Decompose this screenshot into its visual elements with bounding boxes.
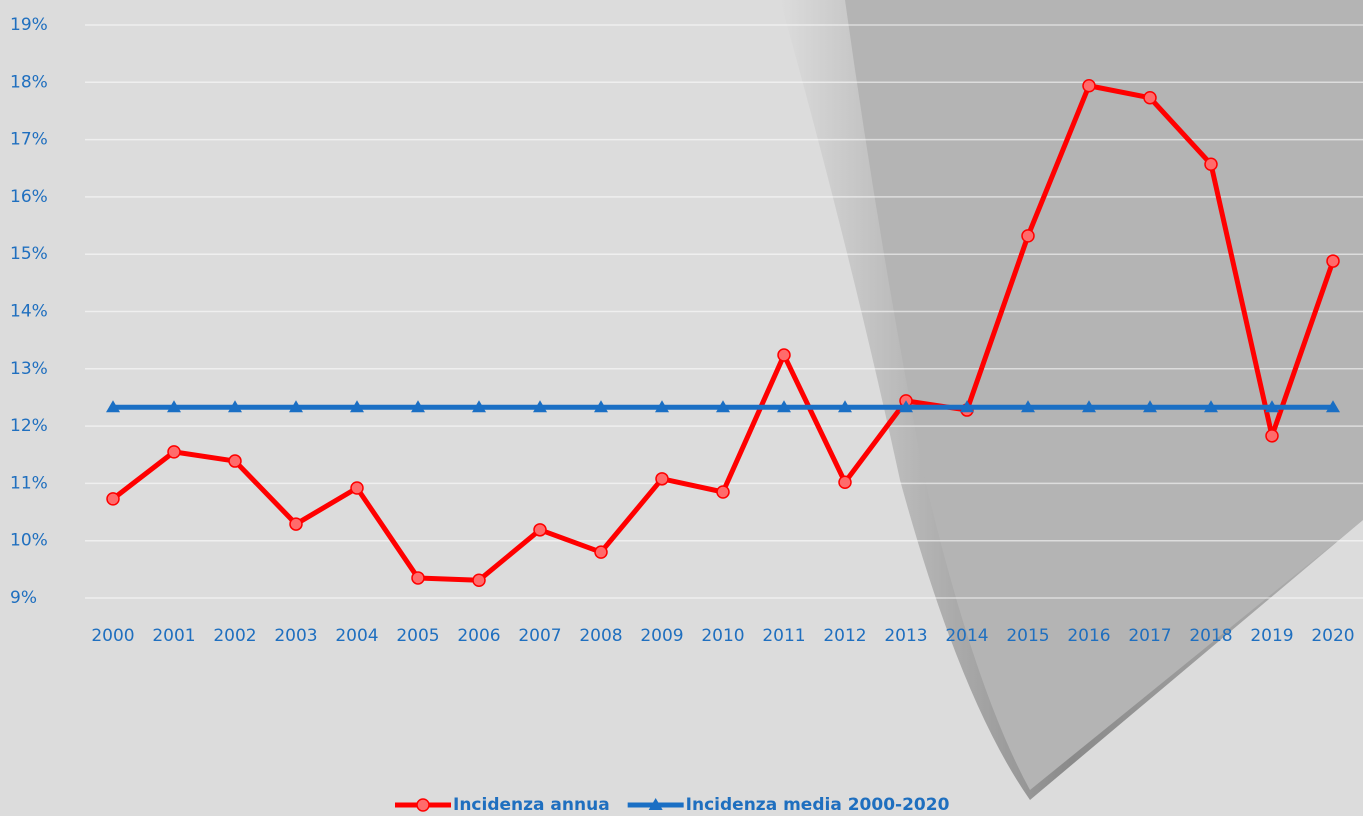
- data-point: [594, 545, 608, 559]
- y-tick-label: 12%: [10, 416, 48, 436]
- data-point: [350, 481, 364, 495]
- data-point: [228, 400, 242, 413]
- x-tick-label: 2016: [1067, 626, 1110, 646]
- x-tick-label: 2019: [1250, 626, 1293, 646]
- data-point: [1143, 91, 1157, 105]
- data-point: [1265, 429, 1279, 443]
- y-tick-label: 10%: [10, 531, 48, 551]
- x-tick-label: 2003: [274, 626, 317, 646]
- data-point: [106, 492, 120, 506]
- data-point: [655, 472, 669, 486]
- x-tick-label: 2014: [945, 626, 988, 646]
- x-tick-label: 2000: [91, 626, 134, 646]
- data-point: [106, 400, 120, 413]
- y-tick-label: 19%: [10, 15, 48, 35]
- data-point: [350, 400, 364, 413]
- data-point: [838, 475, 852, 490]
- data-point: [1265, 400, 1279, 413]
- y-tick-label: 18%: [10, 72, 48, 92]
- data-point: [960, 400, 974, 413]
- data-point: [594, 400, 608, 413]
- data-point: [1021, 400, 1035, 413]
- data-point: [716, 485, 730, 499]
- data-point: [1082, 78, 1096, 93]
- legend-marker: [648, 798, 663, 810]
- data-point: [472, 573, 486, 587]
- y-tick-label: 11%: [10, 473, 48, 493]
- legend-marker: [416, 798, 430, 812]
- data-point: [289, 400, 303, 413]
- y-tick-label: 9%: [10, 588, 37, 608]
- x-tick-label: 2007: [518, 626, 561, 646]
- data-point: [1143, 400, 1157, 413]
- y-tick-label: 14%: [10, 302, 48, 322]
- data-point: [411, 571, 425, 585]
- data-point: [228, 454, 242, 468]
- x-tick-label: 2004: [335, 626, 378, 646]
- data-point: [1326, 254, 1340, 268]
- data-point: [411, 400, 425, 413]
- x-tick-label: 2002: [213, 626, 256, 646]
- data-point: [1326, 400, 1340, 413]
- legend-text: Incidenza annua: [453, 795, 610, 815]
- x-tick-label: 2001: [152, 626, 195, 646]
- data-point: [1204, 157, 1218, 171]
- x-tick-label: 2013: [884, 626, 927, 646]
- data-point: [1082, 400, 1096, 413]
- data-point: [472, 400, 486, 413]
- x-tick-label: 2020: [1311, 626, 1354, 646]
- data-point: [1021, 229, 1035, 243]
- x-tick-label: 2011: [762, 626, 805, 646]
- x-tick-label: 2017: [1128, 626, 1171, 646]
- data-point: [777, 400, 791, 413]
- x-tick-label: 2018: [1189, 626, 1232, 646]
- data-point: [716, 400, 730, 413]
- legend-text: Incidenza media 2000-2020: [686, 795, 950, 815]
- x-tick-label: 2008: [579, 626, 622, 646]
- data-point: [289, 517, 303, 531]
- data-point: [1204, 400, 1218, 413]
- data-point: [533, 523, 547, 537]
- data-point: [838, 400, 852, 413]
- data-point: [899, 400, 913, 413]
- data-point: [533, 400, 547, 413]
- x-tick-label: 2009: [640, 626, 683, 646]
- x-tick-label: 2012: [823, 626, 866, 646]
- y-tick-label: 15%: [10, 244, 48, 264]
- x-tick-label: 2006: [457, 626, 500, 646]
- data-point: [655, 400, 669, 413]
- x-tick-label: 2010: [701, 626, 744, 646]
- y-tick-label: 16%: [10, 187, 48, 207]
- y-tick-label: 17%: [10, 130, 48, 150]
- data-point: [167, 445, 181, 459]
- x-tick-label: 2015: [1006, 626, 1049, 646]
- data-point: [777, 348, 791, 362]
- data-point: [167, 400, 181, 413]
- x-tick-label: 2005: [396, 626, 439, 646]
- y-tick-label: 13%: [10, 359, 48, 379]
